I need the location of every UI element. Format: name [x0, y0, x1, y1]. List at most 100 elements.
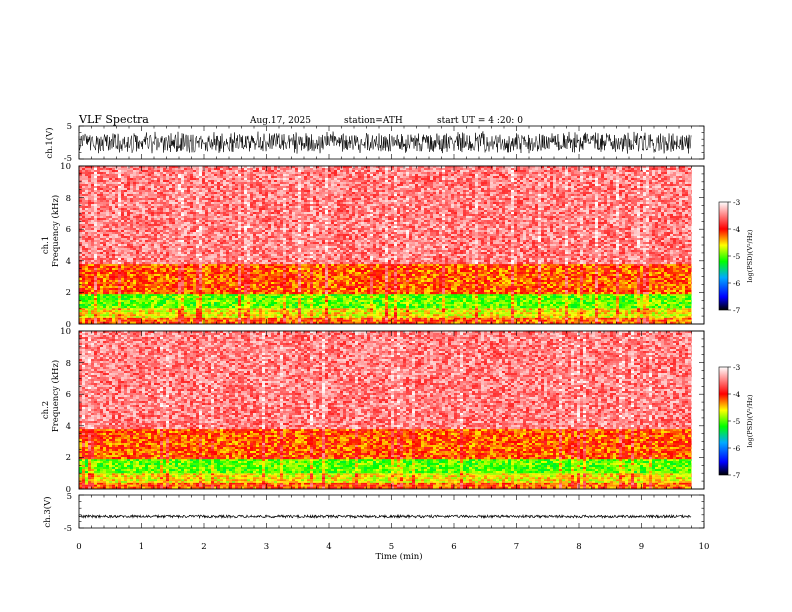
spectrogram-cell: [496, 266, 499, 268]
spectrogram-cell: [469, 314, 472, 316]
spectrogram-cell: [265, 266, 268, 268]
spectrogram-cell: [670, 306, 673, 308]
spectrogram-cell: [505, 264, 508, 266]
spectrogram-cell: [598, 312, 601, 314]
spectrogram-cell: [277, 314, 280, 316]
spectrogram-cell: [568, 264, 571, 266]
spectrogram-cell: [358, 294, 361, 296]
spectrogram-cell: [214, 294, 217, 296]
spectrogram-cell: [574, 266, 577, 268]
spectrogram-cell: [97, 308, 100, 310]
spectrogram-cell: [472, 318, 475, 320]
spectrogram-cell: [322, 302, 325, 304]
spectrogram-cell: [412, 294, 415, 296]
spectrogram-cell: [565, 294, 568, 296]
spectrogram-cell: [277, 312, 280, 314]
spectrogram-cell: [667, 294, 670, 296]
spectrogram-cell: [382, 304, 385, 306]
spectrogram-cell: [574, 302, 577, 304]
spectrogram-cell: [304, 296, 307, 298]
spectrogram-cell: [148, 318, 151, 320]
spectrogram-cell: [448, 264, 451, 266]
spectrogram-cell: [457, 296, 460, 298]
spectrogram-cell: [220, 302, 223, 304]
spectrogram-cell: [250, 306, 253, 308]
spectrogram-cell: [661, 302, 664, 304]
spectrogram-cell: [463, 264, 466, 266]
spectrogram-cell: [685, 320, 688, 322]
spectrogram-cell: [568, 294, 571, 296]
spectrogram-cell: [316, 306, 319, 308]
spectrogram-cell: [682, 266, 685, 268]
spectrogram-cell: [247, 320, 250, 322]
spectrogram-cell: [415, 298, 418, 300]
spectrogram-cell: [523, 266, 526, 268]
spectrogram-cell: [394, 264, 397, 266]
spectrogram-cell: [598, 310, 601, 312]
spectrogram-cell: [526, 294, 529, 296]
spectrogram-cell: [85, 264, 88, 266]
spectrogram-cell: [178, 264, 181, 266]
spectrogram-cell: [487, 308, 490, 310]
spectrogram-cell: [511, 306, 514, 308]
spectrogram-cell: [109, 322, 112, 324]
spectrogram-cell: [505, 296, 508, 298]
spectrogram-cell: [274, 300, 277, 302]
spectrogram-cell: [412, 298, 415, 300]
spectrogram-cell: [487, 306, 490, 308]
spectrogram-cell: [523, 318, 526, 320]
spectrogram-cell: [541, 316, 544, 318]
spectrogram-cell: [178, 308, 181, 310]
spectrogram-cell: [217, 300, 220, 302]
spectrogram-cell: [544, 302, 547, 304]
spectrogram-cell: [139, 294, 142, 296]
spectrogram-cell: [433, 302, 436, 304]
spectrogram-cell: [208, 304, 211, 306]
spectrogram-cell: [313, 314, 316, 316]
spectrogram-cell: [196, 302, 199, 304]
spectrogram-cell: [211, 296, 214, 298]
spectrogram-cell: [244, 264, 247, 266]
spectrogram-cell: [100, 310, 103, 312]
spectrogram-cell: [343, 304, 346, 306]
spectrogram-cell: [643, 300, 646, 302]
spectrogram-cell: [85, 300, 88, 302]
spectrogram-cell: [430, 320, 433, 322]
spectrogram-cell: [262, 266, 265, 268]
spectrogram-cell: [274, 306, 277, 308]
spectrogram-cell: [148, 264, 151, 266]
spectrogram-cell: [553, 294, 556, 296]
spectrogram-cell: [91, 294, 94, 296]
spectrogram-cell: [229, 310, 232, 312]
spectrogram-cell: [637, 312, 640, 314]
spectrogram-cell: [370, 318, 373, 320]
spectrogram-cell: [391, 306, 394, 308]
spectrogram-cell: [187, 316, 190, 318]
spectrogram-cell: [340, 316, 343, 318]
spectrogram-cell: [688, 304, 691, 306]
spectrogram-cell: [94, 322, 97, 324]
spectrogram-cell: [130, 298, 133, 300]
spectrogram-cell: [679, 310, 682, 312]
spectrogram-cell: [151, 266, 154, 268]
spectrogram-cell: [691, 266, 692, 268]
spectrogram-cell: [505, 300, 508, 302]
spectrogram-cell: [598, 316, 601, 318]
spectrogram-cell: [121, 304, 124, 306]
spectrogram-cell: [676, 266, 679, 268]
spectrogram-cell: [121, 314, 124, 316]
spectrogram-cell: [355, 312, 358, 314]
spectrogram-cell: [463, 266, 466, 268]
spectrogram-cell: [559, 314, 562, 316]
spectrogram-cell: [631, 322, 634, 324]
spectrogram-cell: [481, 266, 484, 268]
spectrogram-cell: [649, 316, 652, 318]
spectrogram-cell: [349, 304, 352, 306]
spectrogram-cell: [415, 294, 418, 296]
spectrogram-cell: [352, 300, 355, 302]
spectrogram-cell: [397, 312, 400, 314]
spectrogram-cell: [454, 310, 457, 312]
spectrogram-cell: [199, 320, 202, 322]
spectrogram-cell: [400, 308, 403, 310]
spectrogram-cell: [415, 320, 418, 322]
